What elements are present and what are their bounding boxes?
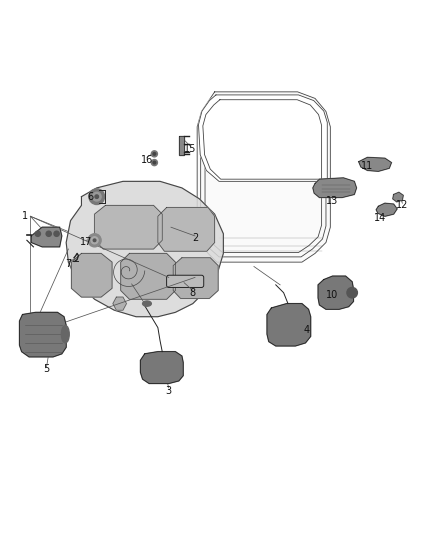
Polygon shape [95,205,162,249]
Circle shape [93,239,96,241]
Text: 10: 10 [326,290,339,300]
Text: 14: 14 [374,214,387,223]
Text: 6: 6 [87,192,93,201]
Polygon shape [158,207,215,251]
Polygon shape [31,227,62,247]
Polygon shape [318,276,353,309]
Circle shape [88,234,101,247]
Circle shape [95,195,99,198]
Text: 5: 5 [43,364,49,374]
Polygon shape [71,253,112,297]
Polygon shape [141,352,183,384]
Polygon shape [313,178,357,198]
Polygon shape [113,297,127,310]
Circle shape [92,192,101,201]
Circle shape [91,237,98,244]
Polygon shape [197,92,330,262]
Polygon shape [198,95,327,181]
Polygon shape [66,181,223,317]
Text: 11: 11 [361,161,374,171]
Circle shape [153,161,155,164]
Circle shape [347,287,357,298]
Text: 12: 12 [396,200,409,211]
Text: 4: 4 [303,325,309,335]
Circle shape [89,189,105,205]
Circle shape [151,159,157,166]
Circle shape [54,231,59,236]
Polygon shape [173,258,218,298]
Polygon shape [267,304,311,346]
FancyBboxPatch shape [166,275,204,287]
Polygon shape [376,203,397,216]
Polygon shape [19,312,66,357]
Ellipse shape [143,301,151,306]
Circle shape [46,231,51,236]
Polygon shape [393,192,403,202]
Text: 17: 17 [80,238,92,247]
Text: 3: 3 [166,386,172,396]
Polygon shape [179,135,184,155]
Text: 7: 7 [65,260,71,269]
Text: 1: 1 [21,211,28,221]
Text: 16: 16 [141,155,153,165]
Text: 13: 13 [326,196,339,206]
Ellipse shape [61,326,69,343]
Polygon shape [121,253,175,299]
Text: 15: 15 [184,143,197,154]
Text: 8: 8 [190,288,196,298]
Circle shape [35,231,40,236]
Circle shape [151,151,157,157]
Polygon shape [359,157,392,171]
Circle shape [153,152,155,155]
Text: 2: 2 [192,233,198,243]
